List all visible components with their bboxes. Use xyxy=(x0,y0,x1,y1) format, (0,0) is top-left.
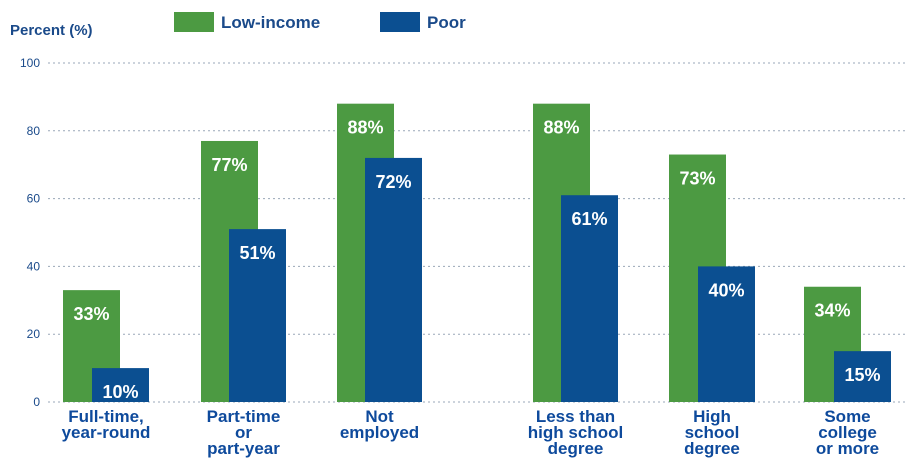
data-label: 15% xyxy=(844,365,880,385)
legend-label: Poor xyxy=(427,13,466,32)
bar-group: 33% 10% xyxy=(63,290,149,402)
category-label: Less than high school degree xyxy=(528,407,623,458)
category-label: High school degree xyxy=(684,407,740,458)
category-label: Full-time, year-round xyxy=(62,407,151,442)
legend-swatch xyxy=(174,12,214,32)
category-label: Not employed xyxy=(340,407,419,442)
y-tick-label: 60 xyxy=(27,192,41,206)
y-tick-label: 100 xyxy=(20,56,40,70)
data-label: 73% xyxy=(679,169,715,189)
bar-poor xyxy=(365,157,422,402)
bar-group: 34% 15% xyxy=(804,286,891,402)
data-label: 34% xyxy=(814,301,850,321)
data-label: 77% xyxy=(211,155,247,175)
data-label: 10% xyxy=(102,382,138,402)
y-tick-label: 40 xyxy=(27,259,41,273)
data-label: 33% xyxy=(73,304,109,324)
bar-group: 77% 51% xyxy=(201,140,286,402)
bar-group: 88% 61% xyxy=(533,103,618,403)
data-label: 61% xyxy=(571,209,607,229)
category-labels: Full-time, year-round Part-time or part-year… xyxy=(62,407,880,458)
data-label: 88% xyxy=(543,118,579,138)
y-tick-label: 0 xyxy=(33,395,40,409)
bar-poor xyxy=(698,266,755,402)
bar-poor xyxy=(92,368,149,402)
bar-group: 73% 40% xyxy=(669,154,755,402)
data-label: 72% xyxy=(375,172,411,192)
y-axis-label: Percent (%) xyxy=(10,22,93,39)
bar-poor xyxy=(834,351,891,402)
bars: 33% 10% 77% 51% 88% 72% 88% 61% 73% 40% 34% 15% xyxy=(63,103,891,403)
data-label: 40% xyxy=(708,280,744,300)
gridlines: 0 20 40 60 80 100 xyxy=(20,56,905,409)
y-tick-label: 80 xyxy=(27,124,41,138)
data-label: 88% xyxy=(347,118,383,138)
legend-swatch xyxy=(380,12,420,32)
legend: Low-income Poor xyxy=(174,12,466,32)
y-tick-label: 20 xyxy=(27,327,41,341)
legend-label: Low-income xyxy=(221,13,320,32)
data-label: 51% xyxy=(239,243,275,263)
category-label: Part-time or part-year xyxy=(207,407,281,458)
category-label: Some college or more xyxy=(816,407,879,458)
bar-group: 88% 72% xyxy=(337,103,422,403)
bar-poor xyxy=(561,195,618,402)
bar-poor xyxy=(229,229,286,402)
